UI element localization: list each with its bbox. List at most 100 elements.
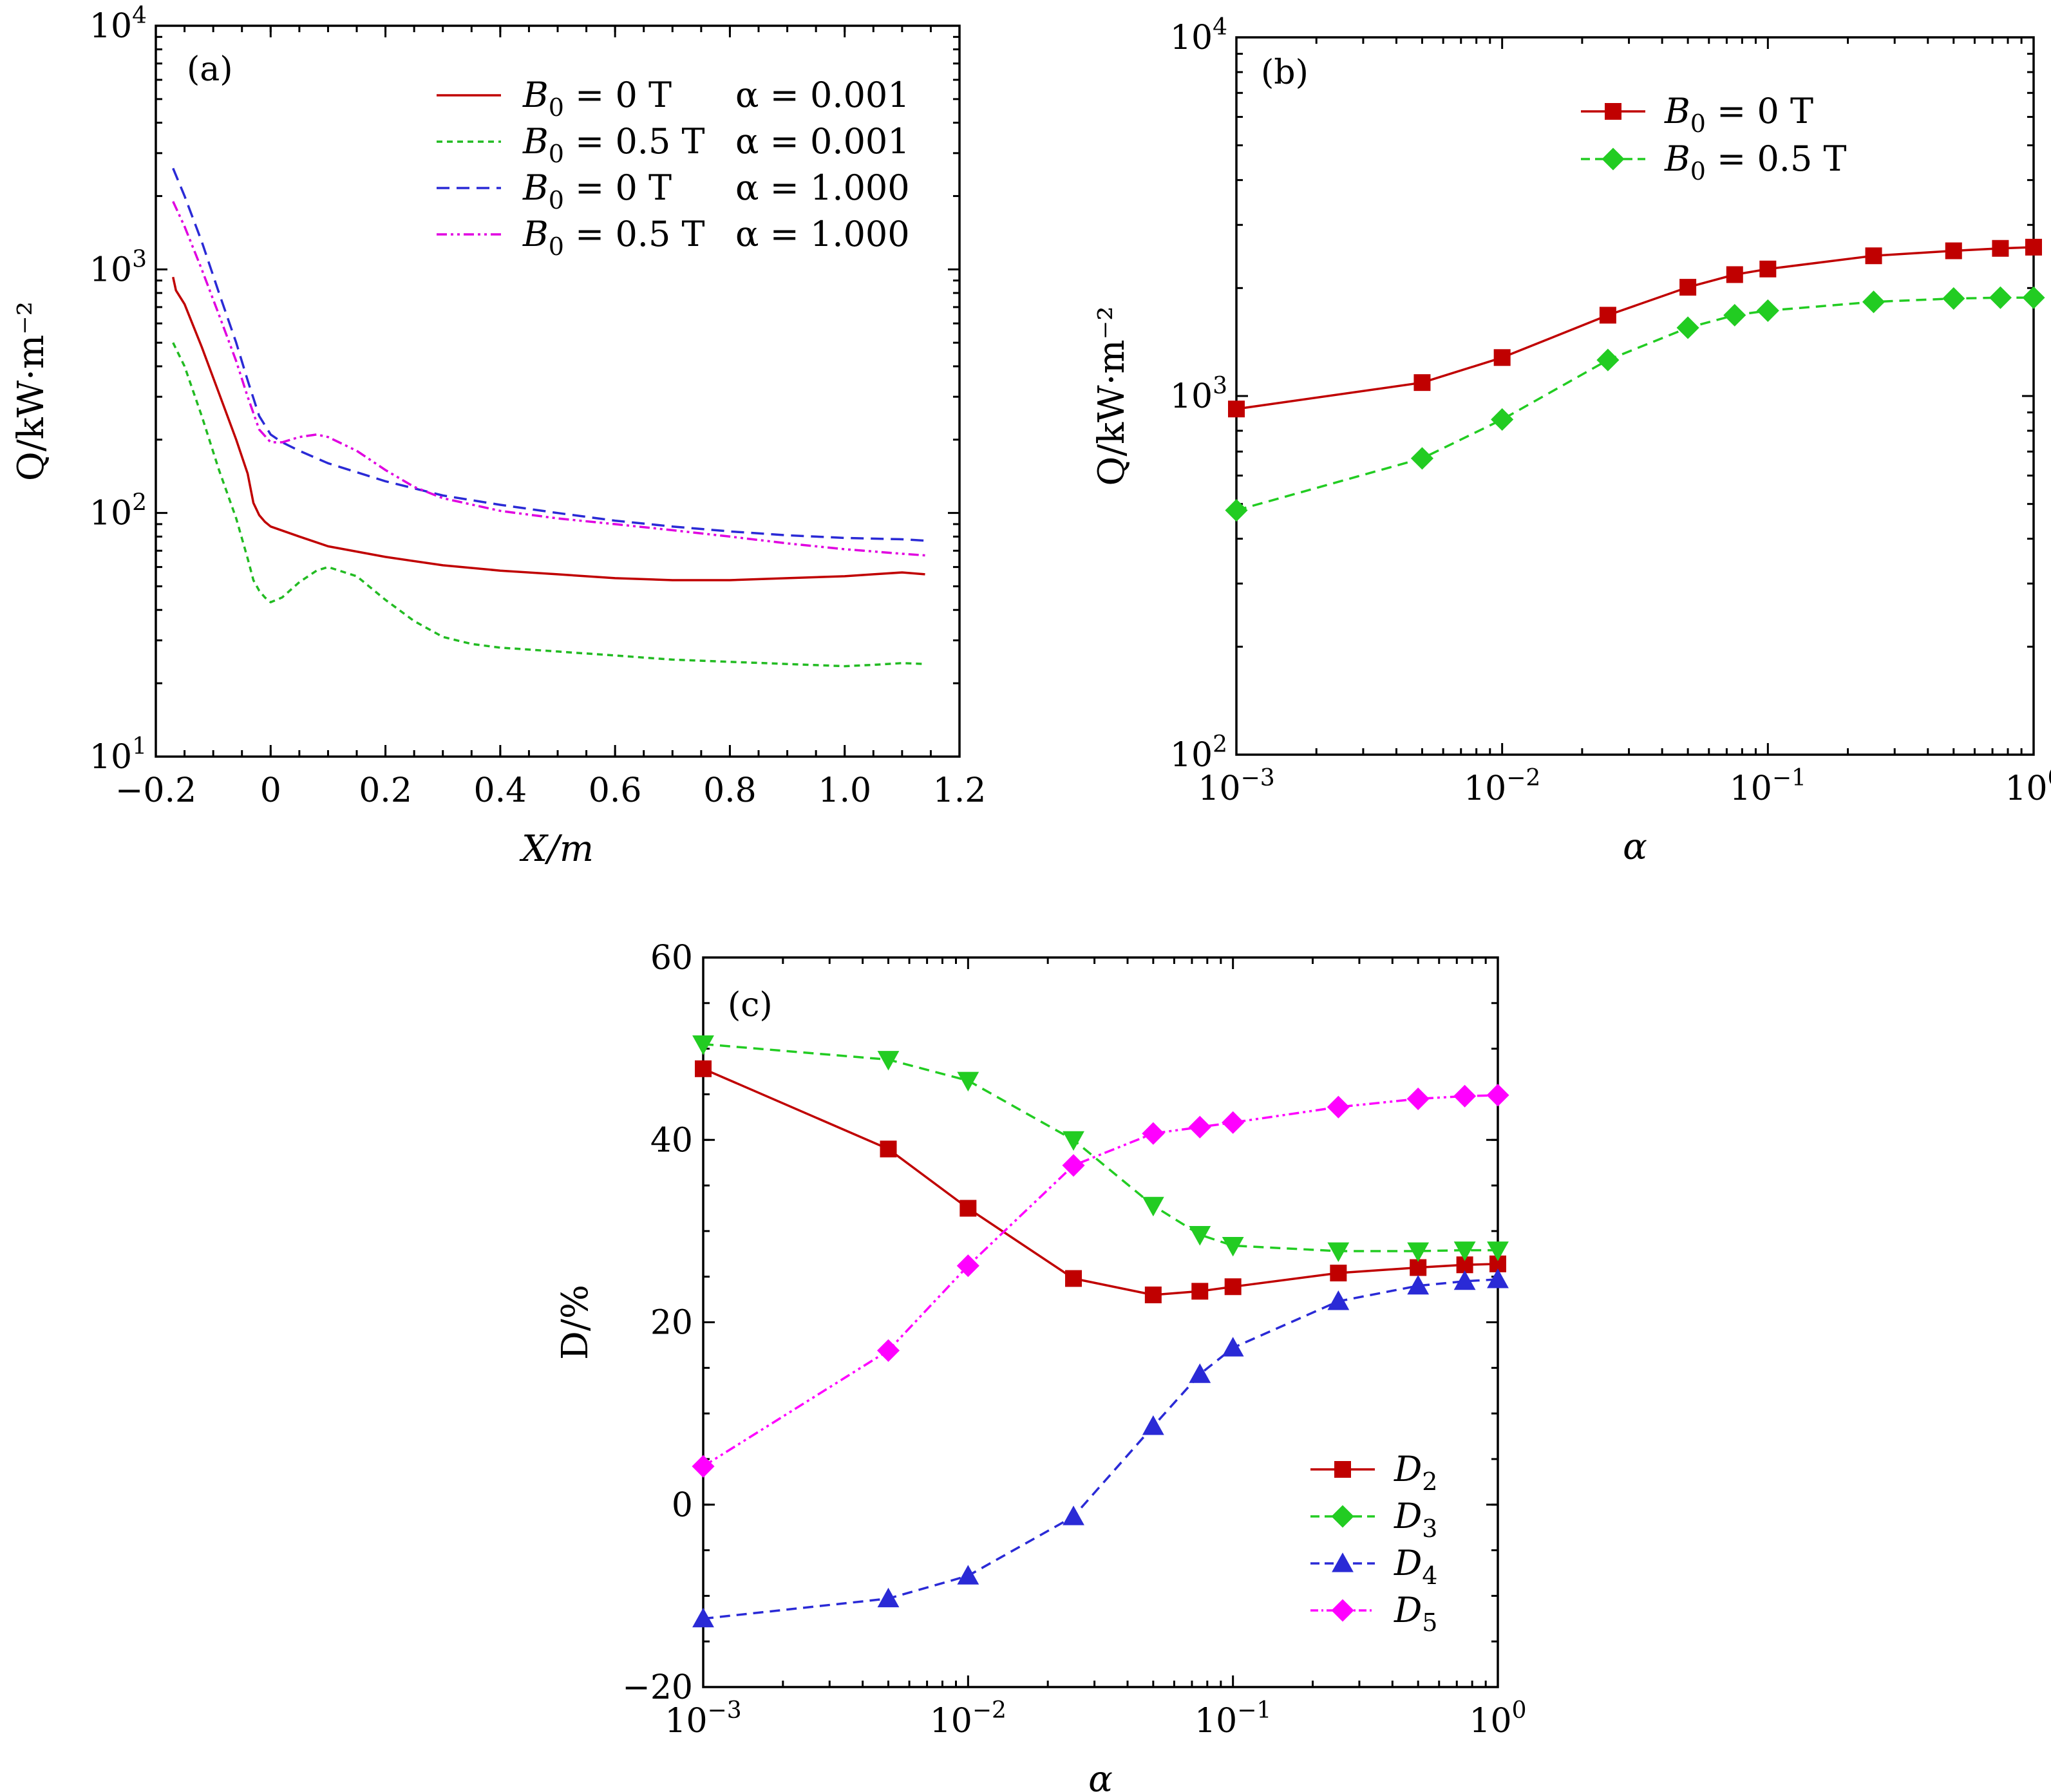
x-axis-label: α bbox=[1088, 1759, 1113, 1792]
y-tick-label: 0 bbox=[672, 1486, 693, 1525]
x-tick-label: 10−1 bbox=[1730, 765, 1806, 808]
series-line-b0-0-5-t-0-001 bbox=[172, 342, 925, 668]
series-group bbox=[703, 1042, 1498, 1620]
legend-marker bbox=[1602, 147, 1625, 171]
legend-marker bbox=[1331, 1599, 1354, 1622]
data-point bbox=[1453, 1270, 1476, 1290]
data-point bbox=[1406, 1087, 1430, 1111]
data-point bbox=[1862, 290, 1886, 314]
series-line-d3 bbox=[703, 1042, 1498, 1252]
legend-label: B0 = 0 T bbox=[522, 75, 672, 122]
y-tick-label: 60 bbox=[650, 939, 693, 977]
data-point bbox=[1065, 1270, 1082, 1287]
data-point bbox=[1407, 1274, 1430, 1295]
data-point bbox=[1992, 240, 2009, 257]
x-tick-label: 10−3 bbox=[665, 1697, 741, 1740]
data-point bbox=[1062, 1154, 1085, 1177]
data-point bbox=[1225, 498, 1248, 522]
legend-label: D5 bbox=[1394, 1590, 1437, 1637]
data-point bbox=[2022, 286, 2045, 309]
y-tick-label: 102 bbox=[1170, 731, 1227, 775]
data-point bbox=[959, 1200, 977, 1217]
legend: B0 = 0 T α = 0.001 B0 = 0.5 T α = 0.001 B0 =… bbox=[437, 75, 910, 261]
data-point bbox=[1865, 247, 1882, 265]
data-point bbox=[1410, 447, 1433, 470]
data-point bbox=[1327, 1242, 1350, 1262]
data-point bbox=[1487, 1241, 1509, 1261]
data-point bbox=[957, 1071, 979, 1092]
legend-marker bbox=[1334, 1461, 1351, 1478]
y-axis-label: Q/kW·m⁻² bbox=[1091, 306, 1133, 486]
y-tick-label: 103 bbox=[90, 246, 147, 289]
data-point bbox=[1142, 1415, 1164, 1435]
data-point bbox=[692, 1455, 715, 1478]
series-line-d5 bbox=[703, 1094, 1498, 1467]
legend-label: B0 = 0.5 T bbox=[1664, 138, 1847, 185]
data-point bbox=[1491, 408, 1514, 431]
data-point bbox=[877, 1051, 900, 1071]
data-point bbox=[1189, 1363, 1211, 1383]
legend-alpha: α = 1.000 bbox=[735, 167, 910, 208]
data-point bbox=[1679, 279, 1697, 296]
data-point bbox=[692, 1035, 714, 1055]
series-group bbox=[1236, 246, 2034, 512]
data-point bbox=[876, 1339, 900, 1362]
panel-b: 10−3 10−2 10−1 100 102 103 104 α Q/kW·m⁻² (b) B0 =… bbox=[1091, 14, 2051, 868]
y-axis-label: D/% bbox=[554, 1285, 596, 1360]
data-point bbox=[695, 1060, 712, 1077]
legend-label: B0 = 0 T bbox=[1664, 91, 1813, 138]
data-point bbox=[1596, 348, 1620, 372]
data-point bbox=[1989, 286, 2012, 309]
data-point bbox=[1327, 1290, 1350, 1310]
x-tick-label: 100 bbox=[2005, 765, 2051, 808]
data-point bbox=[1222, 1111, 1245, 1134]
data-point bbox=[1228, 401, 1245, 418]
data-point bbox=[1189, 1226, 1211, 1246]
data-point bbox=[1487, 1269, 1509, 1288]
panel-a: −0.2 0 0.2 0.4 0.6 0.8 1.0 1.2 101 102 103 104 X/m Q/… bbox=[10, 3, 986, 870]
panel-label: (b) bbox=[1261, 53, 1309, 92]
data-point bbox=[1188, 1115, 1211, 1138]
legend-label: D4 bbox=[1394, 1543, 1437, 1590]
data-point bbox=[1413, 374, 1431, 391]
y-tick-label: 102 bbox=[90, 490, 147, 533]
data-point bbox=[1063, 1131, 1084, 1151]
x-tick-label: 10−3 bbox=[1198, 765, 1274, 808]
x-axis-label: α bbox=[1623, 826, 1647, 868]
data-point bbox=[1486, 1084, 1509, 1107]
data-point bbox=[880, 1140, 897, 1158]
legend-marker bbox=[1605, 103, 1621, 120]
series-line-b0-0-t-1-000 bbox=[172, 167, 925, 542]
panel-label: (c) bbox=[728, 986, 773, 1024]
plot-frame bbox=[1235, 36, 2035, 756]
y-tick-label: 103 bbox=[1170, 373, 1227, 416]
x-tick-label: 10−2 bbox=[1464, 765, 1540, 808]
legend-alpha: α = 0.001 bbox=[735, 75, 910, 115]
data-point bbox=[957, 1565, 979, 1585]
data-point bbox=[1224, 1278, 1242, 1296]
x-tick-label: 0.2 bbox=[359, 771, 412, 810]
y-tick-label: 20 bbox=[650, 1304, 693, 1343]
x-tick-label: 0.8 bbox=[703, 771, 757, 810]
x-tick-label: 100 bbox=[1469, 1697, 1526, 1740]
series-line-d4 bbox=[703, 1278, 1498, 1620]
legend-alpha: α = 0.001 bbox=[735, 121, 910, 162]
data-point bbox=[1453, 1241, 1476, 1261]
data-point bbox=[1676, 316, 1699, 339]
data-point bbox=[1063, 1505, 1084, 1525]
data-point bbox=[1723, 303, 1746, 327]
data-point bbox=[1144, 1287, 1162, 1304]
data-point bbox=[1330, 1265, 1347, 1282]
data-point bbox=[1222, 1237, 1244, 1257]
data-point bbox=[1759, 260, 1777, 278]
legend-label: B0 = 0.5 T bbox=[522, 214, 705, 261]
data-point bbox=[2025, 238, 2042, 256]
y-tick-label: 40 bbox=[650, 1121, 693, 1160]
legend: B0 = 0 TB0 = 0.5 T bbox=[1581, 91, 1847, 185]
plot-frame bbox=[702, 956, 1499, 1688]
x-tick-label: 1.2 bbox=[933, 771, 987, 810]
y-tick-label: 104 bbox=[1170, 14, 1227, 57]
series-line-b0-0-5-t-1-000 bbox=[172, 201, 925, 557]
x-tick-label: 0.6 bbox=[589, 771, 642, 810]
